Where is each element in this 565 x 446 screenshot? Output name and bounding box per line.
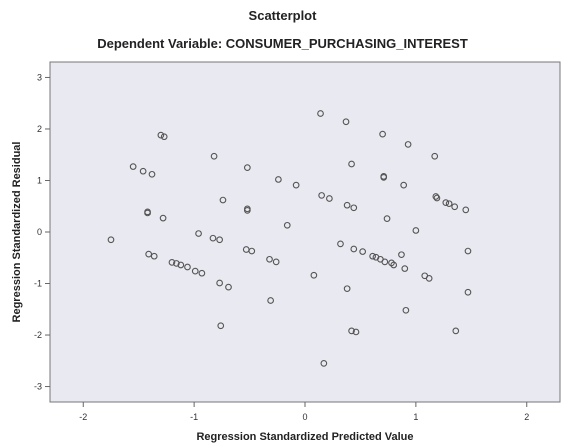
- scatter-point: [292, 181, 300, 189]
- scatter-point: [145, 250, 153, 258]
- scatter-point: [157, 131, 165, 139]
- scatter-point: [225, 283, 232, 291]
- scatter-point: [320, 360, 328, 367]
- scatter-point: [359, 248, 367, 255]
- scatter-point: [342, 118, 350, 126]
- scatter-point: [412, 227, 420, 234]
- y-tick-label: -2: [34, 330, 42, 340]
- scatter-point: [431, 152, 439, 160]
- scatter-point: [148, 170, 156, 178]
- scatter-point: [310, 271, 318, 279]
- scatter-point: [210, 152, 218, 160]
- scatter-point: [243, 164, 251, 171]
- scatter-point: [191, 267, 199, 275]
- scatter-point: [398, 251, 405, 259]
- scatter-point: [402, 306, 410, 314]
- scatter-point: [350, 245, 358, 253]
- data-points: [107, 110, 472, 367]
- scatter-point: [381, 258, 389, 266]
- scatter-point: [159, 214, 167, 222]
- scatter-point: [337, 240, 344, 248]
- scatter-point: [433, 194, 441, 202]
- y-tick-label: 3: [37, 72, 42, 82]
- scatter-point: [107, 236, 115, 244]
- scatter-point: [217, 322, 225, 330]
- y-tick-label: 1: [37, 175, 42, 185]
- scatter-point: [267, 297, 274, 304]
- scatter-point: [326, 195, 333, 202]
- x-tick-label: -2: [79, 412, 87, 422]
- scatter-point: [209, 234, 217, 242]
- scatter-point: [383, 215, 391, 222]
- scatter-point: [195, 230, 202, 237]
- y-axis-label: Regression Standardized Residual: [11, 142, 23, 323]
- plot-area: [49, 61, 561, 403]
- scatter-point: [432, 193, 440, 200]
- scatter-point: [266, 255, 273, 263]
- scatter-point: [404, 141, 412, 148]
- scatter-point: [390, 261, 398, 269]
- y-tick-label: -1: [34, 279, 42, 289]
- scatter-point: [445, 200, 453, 208]
- scatter-point: [139, 167, 147, 175]
- scatter-point: [318, 192, 325, 199]
- chart-title: Scatterplot: [248, 8, 317, 23]
- x-tick-label: -1: [190, 412, 198, 422]
- y-tick-label: 2: [37, 124, 42, 134]
- scatter-point: [248, 247, 256, 255]
- scatter-point: [272, 258, 280, 266]
- scatter-point: [350, 204, 358, 212]
- scatter-point: [317, 110, 324, 117]
- scatter-point: [168, 259, 176, 266]
- scatter-point: [425, 275, 433, 282]
- scatter-point: [451, 203, 459, 211]
- scatter-point: [177, 261, 185, 269]
- scatter-point: [216, 236, 223, 244]
- scatter-point: [379, 130, 386, 138]
- scatter-point: [400, 181, 408, 189]
- x-tick-label: 1: [413, 412, 418, 422]
- scatter-point: [144, 209, 151, 217]
- scatter-point: [275, 176, 282, 183]
- scatter-point: [219, 196, 227, 204]
- scatter-point: [243, 207, 251, 214]
- scatter-point: [348, 327, 355, 335]
- y-axis: 3 2 1 0 -1 -2 -3: [34, 72, 50, 392]
- scatter-point: [343, 201, 351, 209]
- scatter-point: [160, 133, 168, 141]
- scatter-point: [184, 263, 191, 271]
- scatter-point: [462, 206, 470, 214]
- scatter-point: [150, 252, 158, 260]
- scatter-point: [369, 252, 376, 260]
- scatter-point: [129, 163, 137, 170]
- scatter-point: [464, 247, 472, 255]
- x-axis-label: Regression Standardized Predicted Value: [196, 431, 413, 443]
- x-tick-label: 2: [524, 412, 529, 422]
- scatter-point: [283, 221, 291, 229]
- scatter-point: [343, 285, 351, 293]
- scatter-point: [348, 160, 355, 168]
- scatter-point: [452, 327, 460, 335]
- scatter-point: [198, 269, 206, 277]
- x-tick-label: 0: [302, 412, 307, 422]
- scatter-point: [442, 199, 450, 206]
- y-tick-label: 0: [37, 227, 42, 237]
- y-tick-label: -3: [34, 382, 42, 392]
- scatter-point: [401, 265, 409, 272]
- scatter-point: [173, 260, 180, 267]
- x-axis: -2 -1 0 1 2: [79, 402, 529, 422]
- chart-subtitle: Dependent Variable: CONSUMER_PURCHASING_…: [97, 36, 468, 51]
- scatter-point: [380, 174, 388, 181]
- scatter-point: [216, 279, 223, 287]
- scatter-point: [352, 328, 360, 336]
- scatter-point: [464, 288, 472, 296]
